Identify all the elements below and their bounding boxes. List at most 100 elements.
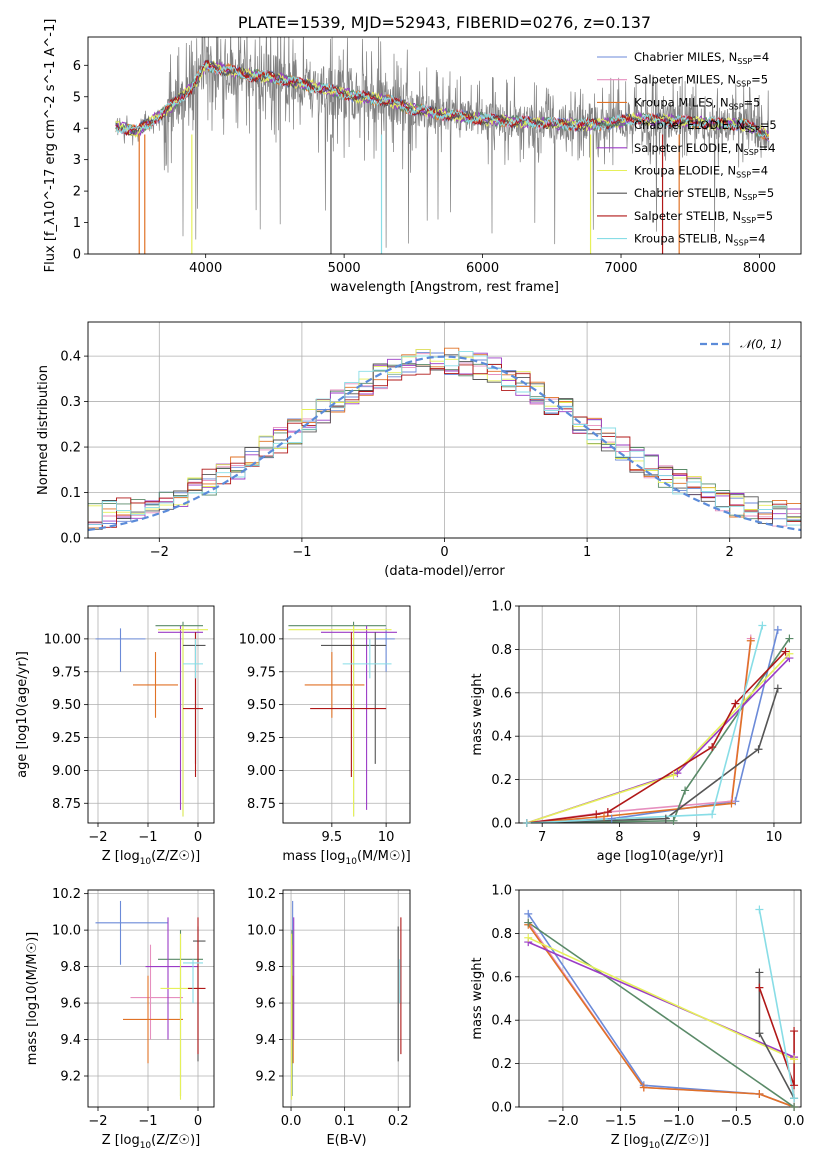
y-tick-label: 0.6 <box>491 970 512 985</box>
series-line-8 <box>526 625 764 823</box>
data-point-marker <box>524 909 533 918</box>
axes-frame <box>87 321 802 539</box>
plot-area <box>95 900 206 1100</box>
data-point-marker <box>603 808 612 817</box>
legend-label-main: Chabrier MILES, N <box>634 50 737 64</box>
y-tick-label: 10.2 <box>247 887 276 902</box>
x-tick-label: 0 <box>194 830 202 845</box>
x-label-tail: (M/M☉)] <box>357 849 411 864</box>
x-label-tail: (Z/Z☉)] <box>151 849 200 864</box>
x-tick-label: 2 <box>726 545 734 560</box>
legend-entry: Kroupa ELODIE, NSSP=4 <box>634 164 768 180</box>
series-line-3 <box>526 638 791 823</box>
x-tick-label: −2 <box>88 1114 107 1129</box>
panel-spectrum: 4000 5000 6000 7000 8000 0 1 2 3 4 5 6 wavelength [A… <box>43 19 802 295</box>
data-point-marker <box>790 1103 799 1111</box>
legend-entry: Salpeter ELODIE, NSSP=4 <box>634 141 776 157</box>
legend-label-tail: =5 <box>756 209 773 223</box>
legend-entry: Kroupa MILES, NSSP=5 <box>634 95 760 111</box>
y-tick-label: 9.2 <box>60 1070 81 1085</box>
panel-mass-vs-Z: −2 −1 0 9.2 9.4 9.6 9.8 10.0 10.2 Z [log10(Z/Z☉)]… <box>25 887 215 1151</box>
axes-frame <box>87 605 215 824</box>
legend-label-sub: SSP <box>745 125 760 134</box>
data-point-marker <box>592 810 601 819</box>
y-tick-label: 8.75 <box>52 797 81 812</box>
y-tick-label: 0.6 <box>491 686 512 701</box>
y-tick-label: 0.2 <box>491 1057 512 1072</box>
panel-massweight-vs-age: 7 8 9 10 0.0 0.2 0.4 0.6 0.8 1.0 age [log10(age/yr… <box>470 600 802 864</box>
model-line-6 <box>115 59 769 140</box>
legend-label-tail: =5 <box>751 73 768 87</box>
legend-entry: Salpeter MILES, NSSP=5 <box>634 73 768 89</box>
y-tick-label: 4 <box>73 122 81 137</box>
y-tick-label: 0.3 <box>60 395 81 410</box>
normal-curve <box>88 355 801 532</box>
x-tick-label: 7 <box>538 830 546 845</box>
data-point-marker <box>708 743 717 752</box>
data-point-marker <box>727 799 736 808</box>
plot-area <box>115 37 770 254</box>
y-tick-label: 9.2 <box>255 1070 276 1085</box>
data-point-marker <box>755 1089 764 1098</box>
y-tick-label: 0.4 <box>60 350 81 365</box>
axes-frame <box>518 889 802 1108</box>
y-tick-label: 9.00 <box>52 764 81 779</box>
data-point-marker <box>758 621 767 630</box>
legend-entry: Chabrier STELIB, NSSP=5 <box>634 186 774 202</box>
panel-age-vs-Z: −2 −1 0 8.75 9.00 9.25 9.50 9.75 10.00 Z [log10(Z… <box>15 605 215 867</box>
y-tick-label: 10.00 <box>239 632 276 647</box>
x-tick-label: 5000 <box>328 261 361 276</box>
x-tick-label: 4000 <box>189 261 222 276</box>
y-tick-label: 1.0 <box>491 884 512 899</box>
x-axis-label: Z [log10(Z/Z☉)] <box>102 849 200 867</box>
x-tick-label: 10 <box>378 830 395 845</box>
x-tick-label: 0.0 <box>784 1114 805 1129</box>
data-point-marker <box>755 968 764 977</box>
x-tick-label: 6000 <box>466 261 499 276</box>
x-tick-label: −2.0 <box>547 1114 579 1129</box>
x-label-sub: 10 <box>346 857 358 867</box>
data-point-marker <box>790 1027 799 1036</box>
y-tick-label: 9.8 <box>255 960 276 975</box>
data-point-marker <box>773 625 782 634</box>
y-tick-label: 9.75 <box>247 665 276 680</box>
y-tick-label: 9.6 <box>255 997 276 1012</box>
data-point-marker <box>790 1055 799 1064</box>
x-tick-label: 0.2 <box>388 1114 409 1129</box>
data-point-marker <box>731 699 740 708</box>
y-tick-label: 0.8 <box>491 927 512 942</box>
x-tick-label: 7000 <box>604 261 637 276</box>
y-tick-label: 9.25 <box>52 731 81 746</box>
x-tick-label: 9 <box>693 830 701 845</box>
model-line-4 <box>115 61 770 137</box>
data-point-marker <box>681 786 690 795</box>
x-axis-label: E(B-V) <box>326 1133 366 1148</box>
panel-residuals: −2 −1 0 1 2 0.0 0.1 0.2 0.3 0.4 (data-model)/error… <box>36 321 802 579</box>
legend-label-tail: =4 <box>751 164 768 178</box>
x-tick-label: 9.5 <box>322 830 343 845</box>
y-tick-label: 10.2 <box>52 887 81 902</box>
axes-frame <box>87 36 802 255</box>
x-label-main: Z [log <box>611 1133 649 1148</box>
y-tick-label: 9.4 <box>255 1033 276 1048</box>
legend-label-sub: SSP <box>737 57 752 66</box>
data-point-marker <box>746 636 755 645</box>
y-tick-label: 3 <box>73 153 81 168</box>
data-point-marker <box>607 814 616 823</box>
histogram-7 <box>88 363 801 538</box>
y-tick-label: 9.6 <box>60 997 81 1012</box>
x-label-tail: (Z/Z☉)] <box>151 1133 200 1148</box>
data-point-marker <box>639 1083 648 1092</box>
x-tick-label: −0.5 <box>720 1114 752 1129</box>
y-tick-label: 9.8 <box>60 960 81 975</box>
legend-label-main: Salpeter STELIB, N <box>634 209 741 223</box>
legend-entry: Chabrier MILES, NSSP=4 <box>634 50 769 66</box>
plot-area <box>527 909 795 1107</box>
legend-label-main: Kroupa ELODIE, N <box>634 164 736 178</box>
legend-label-main: Chabrier STELIB, N <box>634 186 742 200</box>
y-axis-label: mass [log10(M/M☉)] <box>25 932 40 1065</box>
data-point-marker <box>661 814 670 823</box>
axes-frame <box>282 889 411 1108</box>
legend-label-main: Salpeter ELODIE, N <box>634 141 744 155</box>
y-tick-label: 9.4 <box>60 1033 81 1048</box>
